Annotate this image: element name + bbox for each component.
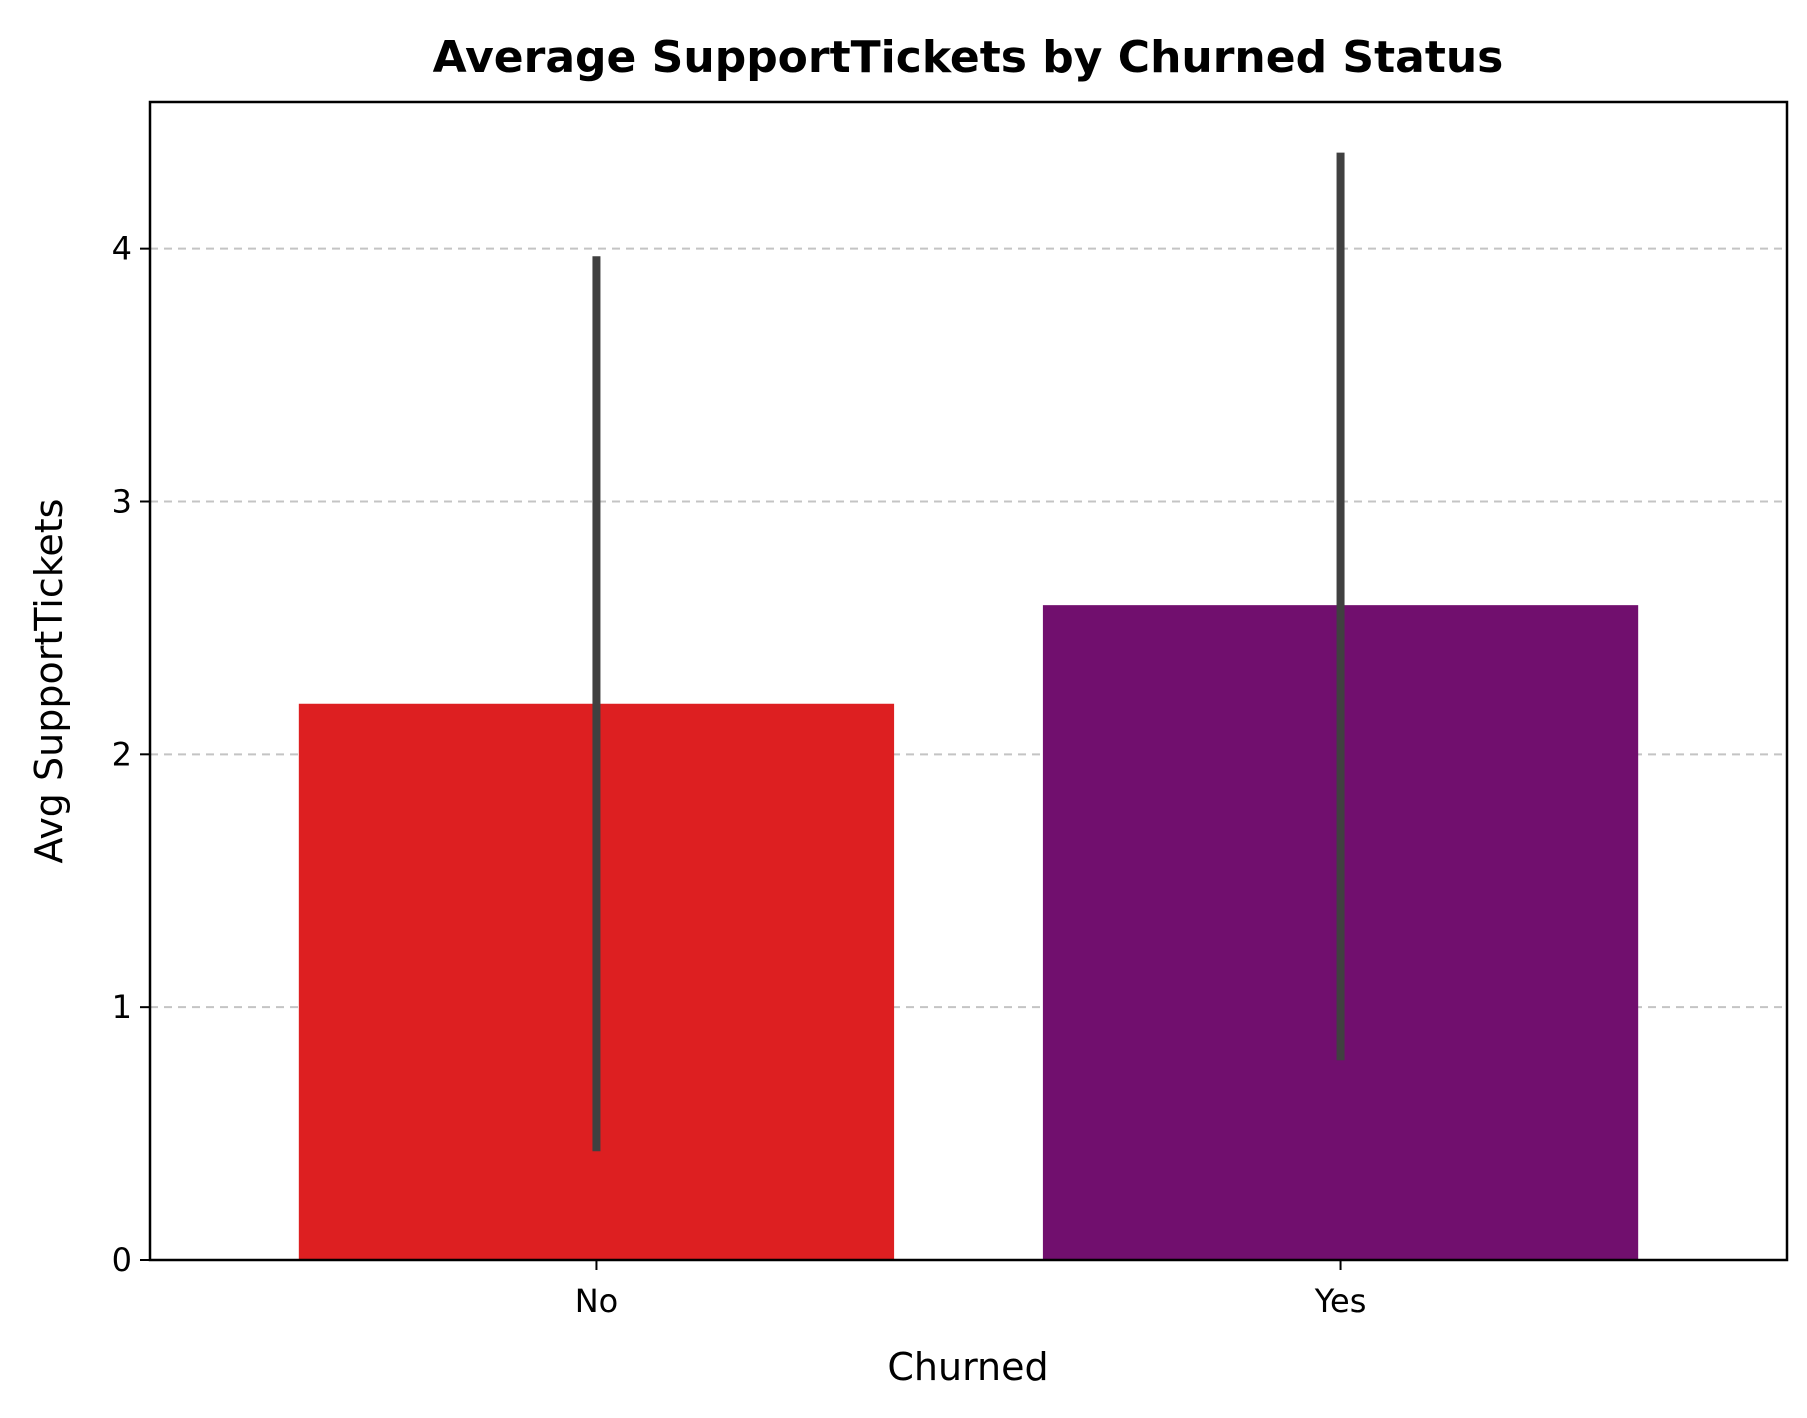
bars xyxy=(298,605,1639,1260)
x-tick-label: No xyxy=(575,1282,619,1320)
y-tick-label: 2 xyxy=(112,735,132,773)
y-tick-label: 1 xyxy=(112,988,132,1026)
x-axis-ticks: No Yes xyxy=(575,1260,1367,1320)
y-axis-label: Avg SupportTickets xyxy=(27,499,71,864)
y-tick-label: 4 xyxy=(112,230,132,268)
x-tick-label: Yes xyxy=(1314,1282,1367,1320)
y-axis-ticks: 0 1 2 3 4 xyxy=(112,230,150,1279)
error-bars xyxy=(592,152,1345,1152)
x-axis-label: Churned xyxy=(887,1345,1048,1389)
y-tick-label: 3 xyxy=(112,482,132,520)
y-tick-label: 0 xyxy=(112,1241,132,1279)
chart-title: Average SupportTickets by Churned Status xyxy=(433,32,1504,83)
plot-frame xyxy=(148,100,1789,1262)
